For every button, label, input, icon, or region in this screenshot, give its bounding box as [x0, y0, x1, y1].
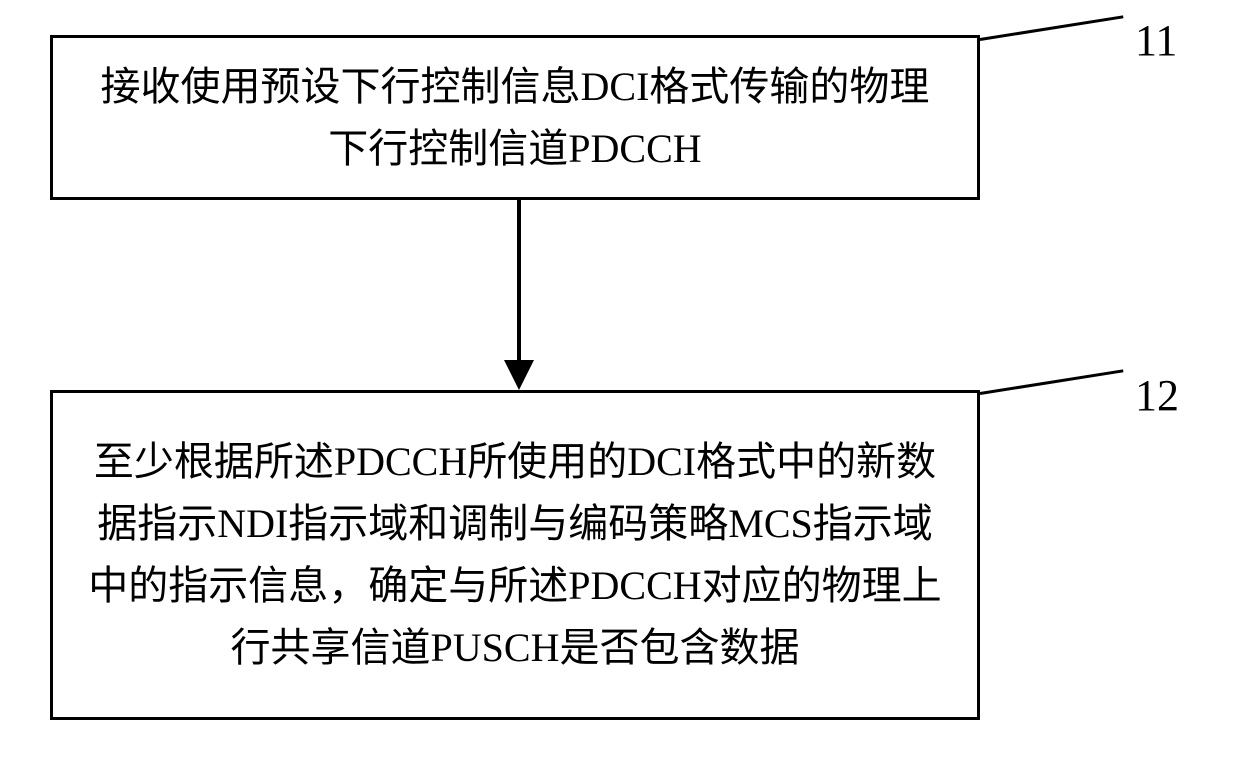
arrow-down: [510, 200, 530, 390]
label-11: 11: [1135, 15, 1177, 66]
flowchart-container: 接收使用预设下行控制信息DCI格式传输的物理下行控制信道PDCCH 11 至少根…: [0, 0, 1240, 762]
box-1-text: 接收使用预设下行控制信息DCI格式传输的物理下行控制信道PDCCH: [83, 56, 947, 180]
flowchart-box-1: 接收使用预设下行控制信息DCI格式传输的物理下行控制信道PDCCH: [50, 35, 980, 200]
connector-line-12: [980, 369, 1124, 395]
arrow-line: [517, 200, 521, 365]
connector-line-11: [980, 15, 1124, 41]
arrow-head-icon: [504, 360, 534, 390]
flowchart-box-2: 至少根据所述PDCCH所使用的DCI格式中的新数据指示NDI指示域和调制与编码策…: [50, 390, 980, 720]
box-2-text: 至少根据所述PDCCH所使用的DCI格式中的新数据指示NDI指示域和调制与编码策…: [83, 431, 947, 679]
label-12: 12: [1135, 370, 1179, 421]
